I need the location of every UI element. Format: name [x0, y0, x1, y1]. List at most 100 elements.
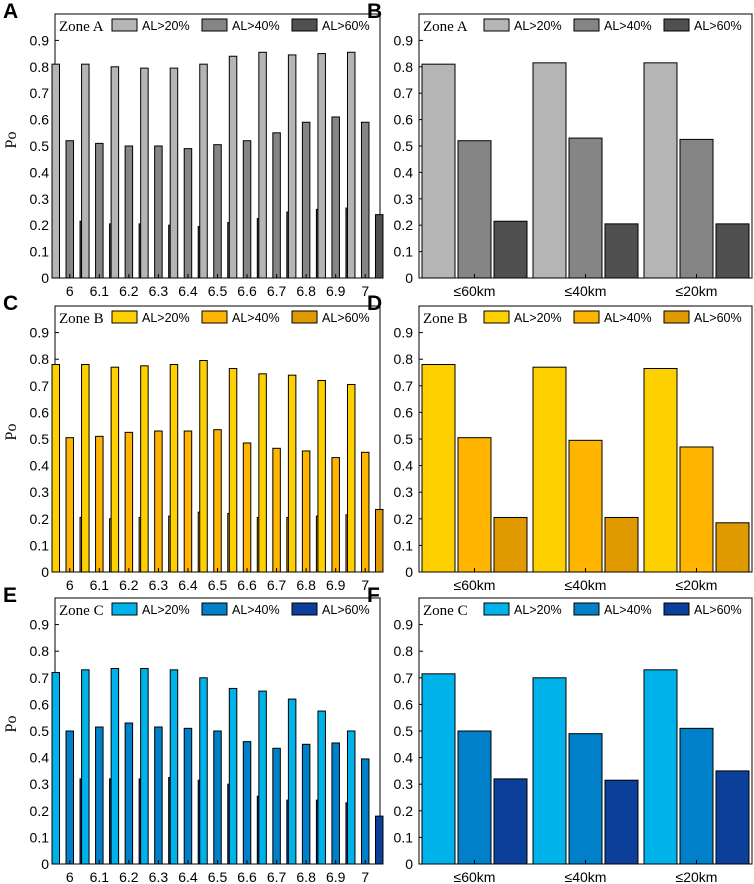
bar — [199, 360, 208, 573]
x-tick-label: 7 — [361, 283, 369, 299]
y-tick-label: 0.9 — [30, 32, 50, 48]
x-tick-label: 6 — [66, 869, 74, 884]
bar — [154, 430, 163, 573]
bar — [421, 63, 456, 279]
bar — [421, 673, 456, 865]
y-tick-label: 0.5 — [394, 723, 414, 739]
y-tick-label: 0.8 — [394, 351, 414, 367]
y-tick-label: 0.5 — [394, 431, 414, 447]
y-tick-label: 0.5 — [30, 138, 50, 154]
y-tick-label: 0.6 — [394, 404, 414, 420]
y-tick-label: 0.1 — [394, 537, 414, 553]
x-tick-label: 6.3 — [149, 577, 169, 593]
bar — [169, 67, 179, 279]
panel-c: C 0 0.1 0.2 0.3 0.4 0.5 0.6 0.7 0.8 0.9 Po 6 6.1 6.2 6.… — [3, 292, 384, 593]
bar — [493, 778, 528, 865]
bar — [110, 366, 120, 573]
y-tick-label: 0.2 — [30, 803, 50, 819]
bar — [95, 726, 104, 865]
x-tick-label: 6.4 — [178, 283, 198, 299]
bar — [124, 145, 134, 279]
y-tick-label: 0 — [405, 270, 413, 286]
y-tick-label: 0.2 — [394, 217, 414, 233]
legend-swatch — [111, 310, 138, 324]
bar — [360, 758, 370, 865]
y-tick-label: 0.7 — [394, 85, 414, 101]
bar — [331, 742, 340, 865]
y-tick-label: 0.8 — [394, 59, 414, 75]
x-tick-label: ≤20km — [676, 869, 718, 884]
x-tick-label: 6.2 — [119, 869, 139, 884]
legend-swatch — [573, 310, 600, 324]
legend-swatch — [663, 602, 690, 616]
x-tick-label: 6.2 — [119, 283, 139, 299]
y-tick-label: 0.7 — [394, 378, 414, 394]
x-tick-label: 7 — [361, 869, 369, 884]
y-tick-label: 0.5 — [394, 138, 414, 154]
y-tick-label: 0.8 — [30, 643, 50, 659]
bar — [213, 429, 222, 573]
legend-label: AL>40% — [232, 603, 280, 617]
legend-label: AL>40% — [604, 603, 652, 617]
legend-swatch — [291, 310, 318, 324]
bar — [124, 722, 134, 865]
y-tick-label: 0.1 — [394, 829, 414, 845]
legend-swatch — [573, 602, 600, 616]
panel-letter: E — [3, 584, 17, 607]
x-tick-label: 6.3 — [149, 869, 169, 884]
y-tick-label: 0.2 — [394, 511, 414, 527]
bar — [81, 63, 90, 279]
bar — [154, 726, 163, 865]
zone-label: Zone A — [423, 19, 468, 35]
bar — [643, 368, 678, 573]
zone-label: Zone A — [59, 19, 104, 35]
bar — [95, 142, 104, 279]
y-axis-label: Po — [3, 132, 20, 149]
x-tick-label: 7 — [361, 577, 369, 593]
x-tick-label: 6.8 — [296, 283, 316, 299]
legend-label: AL>60% — [322, 311, 370, 325]
x-tick-label: 6.5 — [208, 869, 228, 884]
x-tick-label: 6.9 — [326, 283, 346, 299]
bar — [604, 779, 639, 865]
bar — [258, 373, 267, 573]
y-tick-label: 0.3 — [30, 484, 50, 500]
legend-swatch — [663, 310, 690, 324]
panel-letter: D — [367, 292, 382, 315]
y-tick-label: 0.6 — [30, 404, 50, 420]
y-tick-label: 0.3 — [30, 776, 50, 792]
bar — [374, 508, 384, 573]
bar — [317, 379, 326, 573]
bar — [183, 727, 193, 865]
zone-label: Zone C — [423, 603, 468, 619]
legend-swatch — [201, 18, 228, 32]
panel-b: B 0 0.1 0.2 0.3 0.4 0.5 0.6 0.7 0.8 0.9 ≤60km ≤40km ≤… — [367, 0, 753, 299]
x-tick-label: ≤60km — [454, 283, 496, 299]
bar — [317, 53, 326, 279]
bar — [228, 55, 238, 279]
legend-label: AL>40% — [604, 19, 652, 33]
x-tick-label: 6.1 — [90, 577, 110, 593]
bar — [457, 437, 492, 573]
bar — [242, 442, 252, 573]
y-tick-label: 0 — [405, 564, 413, 580]
bar — [604, 516, 639, 573]
x-tick-label: 6 — [66, 283, 74, 299]
legend-swatch — [483, 18, 510, 32]
legend-label: AL>60% — [694, 311, 742, 325]
bar — [715, 223, 750, 279]
bar — [154, 145, 163, 279]
bar — [169, 669, 179, 865]
y-tick-label: 0.5 — [30, 723, 50, 739]
y-tick-label: 0.9 — [30, 325, 50, 341]
bar — [568, 137, 603, 279]
bar — [51, 364, 61, 573]
x-tick-label: 6.2 — [119, 577, 139, 593]
y-tick-label: 0.1 — [30, 244, 50, 260]
bar — [65, 437, 75, 573]
y-tick-label: 0.7 — [30, 670, 50, 686]
y-tick-label: 0.9 — [394, 617, 414, 633]
bar — [360, 121, 370, 279]
bar — [95, 435, 104, 573]
legend-label: AL>20% — [514, 311, 562, 325]
